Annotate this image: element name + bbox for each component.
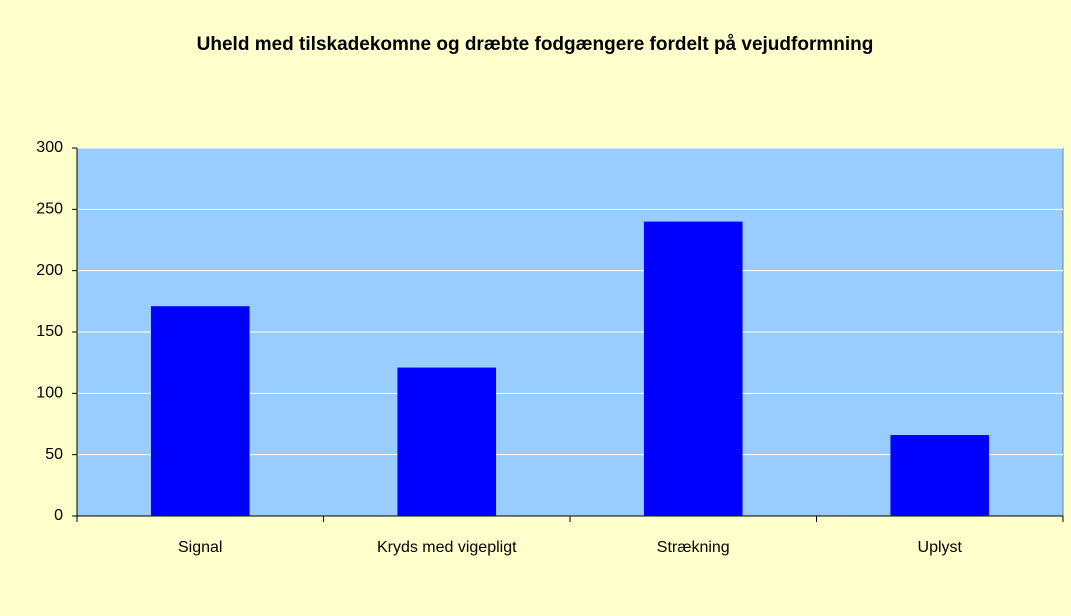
- y-tick-label: 50: [45, 446, 63, 463]
- y-tick-label: 0: [54, 507, 63, 524]
- bar: [150, 306, 250, 516]
- y-tick-label: 300: [36, 139, 63, 156]
- bar: [397, 367, 497, 516]
- x-tick-label: Uplyst: [918, 539, 963, 556]
- chart-title: Uheld med tilskadekomne og dræbte fodgæn…: [196, 34, 874, 55]
- bar: [890, 435, 990, 516]
- x-tick-label: Signal: [178, 539, 222, 556]
- y-tick-label: 250: [36, 201, 63, 218]
- y-tick-label: 200: [36, 262, 63, 279]
- y-tick-label: 100: [36, 385, 63, 402]
- x-tick-label: Strækning: [657, 539, 730, 556]
- y-tick-label: 150: [36, 323, 63, 340]
- x-tick-label: Kryds med vigepligt: [377, 539, 517, 556]
- bar: [643, 221, 743, 516]
